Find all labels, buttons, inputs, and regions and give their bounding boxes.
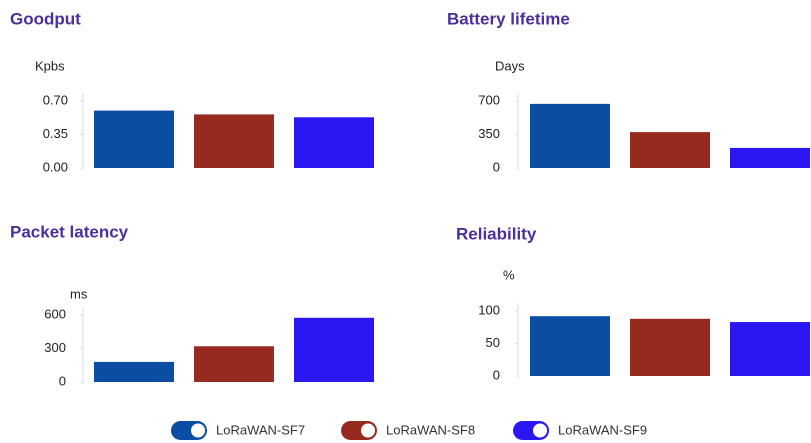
axis-unit: Kpbs (35, 58, 65, 73)
bar (530, 103, 610, 168)
y-tick-label: 600 (44, 306, 66, 321)
bar (194, 114, 274, 168)
axis-unit: % (503, 267, 515, 282)
bar (630, 132, 710, 168)
y-tick-label: 50 (486, 335, 500, 350)
legend-label: LoRaWAN-SF7 (216, 422, 305, 437)
bar (730, 147, 810, 168)
y-tick-label: 0 (493, 367, 500, 382)
y-tick-label: 100 (478, 302, 500, 317)
bar (730, 322, 810, 376)
y-tick-label: 700 (478, 92, 500, 107)
bar (94, 110, 174, 168)
chart-title: Goodput (10, 9, 81, 28)
legend-label: LoRaWAN-SF9 (558, 422, 647, 437)
y-tick-label: 0 (493, 159, 500, 174)
y-tick-label: 0.70 (43, 92, 68, 107)
axis-unit: Days (495, 58, 525, 73)
y-tick-label: 0.00 (43, 159, 68, 174)
bar (630, 318, 710, 376)
axis-unit: ms (70, 286, 88, 301)
bar (194, 346, 274, 382)
toggle-knob (533, 423, 547, 438)
bar (94, 361, 174, 382)
bar (294, 117, 374, 168)
toggle-knob (191, 423, 205, 438)
chart-title: Battery lifetime (447, 9, 570, 28)
y-tick-label: 300 (44, 340, 66, 355)
chart-title: Reliability (456, 224, 537, 243)
toggle-knob (361, 423, 375, 438)
bar (530, 316, 610, 376)
y-tick-label: 0 (59, 373, 66, 388)
legend-label: LoRaWAN-SF8 (386, 422, 475, 437)
y-tick-label: 0.35 (43, 126, 68, 141)
bar (294, 317, 374, 382)
chart-title: Packet latency (10, 222, 129, 241)
y-tick-label: 350 (478, 126, 500, 141)
